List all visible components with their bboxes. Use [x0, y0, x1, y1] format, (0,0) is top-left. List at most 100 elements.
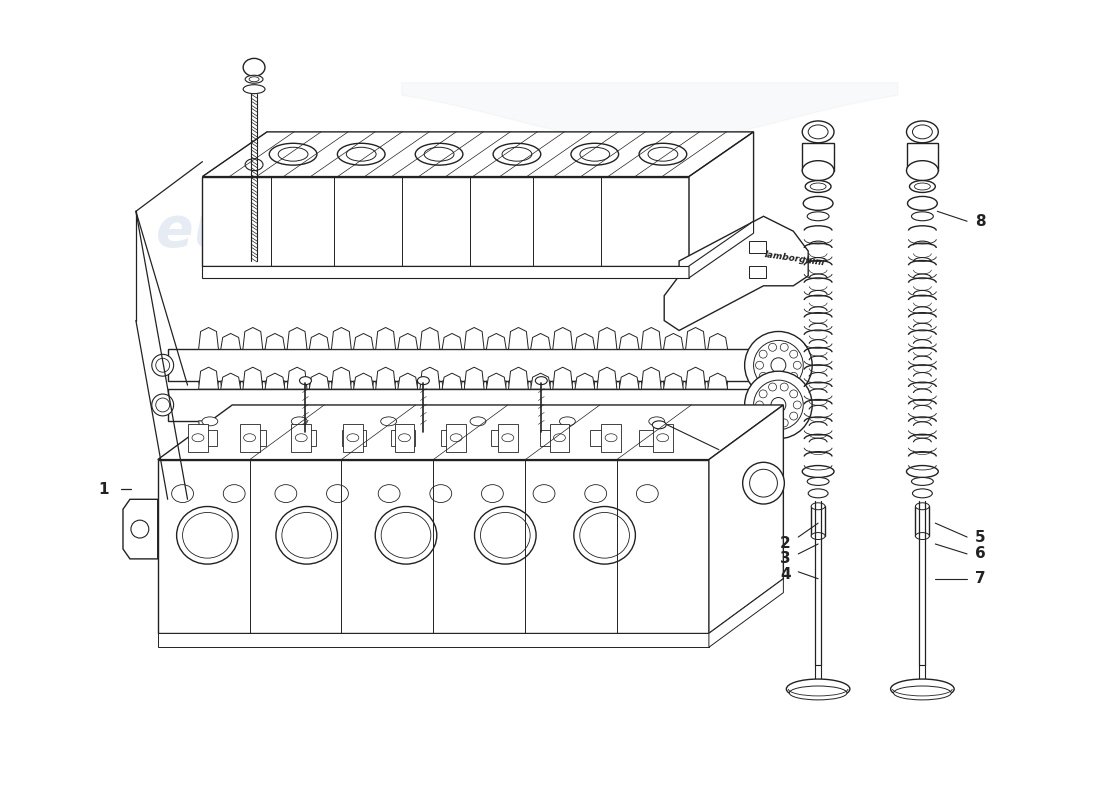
Polygon shape — [442, 381, 462, 403]
Polygon shape — [202, 266, 689, 278]
Polygon shape — [663, 334, 683, 350]
Ellipse shape — [649, 417, 664, 426]
Polygon shape — [376, 421, 396, 437]
Bar — [915, 506, 930, 536]
Ellipse shape — [295, 434, 307, 442]
Polygon shape — [508, 327, 528, 350]
Polygon shape — [287, 327, 307, 350]
Ellipse shape — [502, 147, 531, 161]
Ellipse shape — [245, 75, 263, 83]
Polygon shape — [597, 327, 617, 350]
Ellipse shape — [802, 466, 834, 478]
Bar — [920, 665, 925, 681]
Polygon shape — [530, 421, 550, 442]
Ellipse shape — [553, 434, 565, 442]
Bar — [749, 241, 767, 253]
Text: 3: 3 — [780, 551, 791, 566]
Polygon shape — [553, 367, 573, 389]
Text: eurospares: eurospares — [174, 545, 490, 593]
Ellipse shape — [417, 377, 429, 385]
Ellipse shape — [910, 181, 935, 193]
Ellipse shape — [381, 417, 397, 426]
Polygon shape — [376, 367, 396, 389]
Bar — [293, 430, 316, 446]
Text: 5: 5 — [975, 530, 986, 545]
Ellipse shape — [754, 341, 803, 390]
Ellipse shape — [912, 478, 933, 486]
Bar — [395, 424, 415, 452]
Polygon shape — [530, 381, 550, 403]
Bar — [811, 506, 825, 536]
Polygon shape — [287, 381, 307, 397]
Polygon shape — [420, 367, 440, 389]
Ellipse shape — [793, 362, 801, 370]
Ellipse shape — [807, 212, 829, 221]
Polygon shape — [309, 381, 329, 403]
Ellipse shape — [398, 434, 410, 442]
Ellipse shape — [908, 197, 937, 210]
Ellipse shape — [790, 372, 798, 380]
Ellipse shape — [786, 679, 850, 699]
Polygon shape — [420, 381, 440, 397]
Polygon shape — [265, 373, 285, 389]
Polygon shape — [331, 327, 351, 350]
Ellipse shape — [580, 513, 629, 558]
Ellipse shape — [346, 434, 359, 442]
Ellipse shape — [915, 502, 930, 510]
Polygon shape — [243, 367, 263, 389]
Polygon shape — [689, 132, 754, 266]
Polygon shape — [708, 578, 783, 647]
Ellipse shape — [585, 485, 606, 502]
Polygon shape — [597, 421, 617, 437]
Ellipse shape — [754, 380, 803, 430]
Polygon shape — [685, 367, 705, 389]
Ellipse shape — [278, 147, 308, 161]
Ellipse shape — [893, 686, 952, 700]
Ellipse shape — [807, 478, 829, 486]
Ellipse shape — [759, 372, 767, 380]
Ellipse shape — [769, 379, 777, 387]
Ellipse shape — [639, 143, 686, 165]
Polygon shape — [641, 367, 661, 389]
Bar — [243, 430, 266, 446]
Ellipse shape — [156, 398, 169, 412]
Ellipse shape — [648, 147, 678, 161]
Polygon shape — [486, 334, 506, 350]
Bar — [652, 424, 672, 452]
Text: 2: 2 — [780, 535, 791, 550]
Polygon shape — [287, 367, 307, 389]
Polygon shape — [685, 327, 705, 350]
Polygon shape — [708, 405, 783, 634]
Ellipse shape — [270, 143, 317, 165]
Bar — [392, 430, 415, 446]
Ellipse shape — [156, 358, 169, 372]
Polygon shape — [199, 381, 219, 397]
Ellipse shape — [177, 506, 239, 564]
Polygon shape — [619, 334, 639, 350]
Polygon shape — [243, 381, 263, 397]
Polygon shape — [707, 373, 727, 389]
Polygon shape — [464, 381, 484, 397]
Polygon shape — [376, 381, 396, 397]
Polygon shape — [157, 405, 783, 459]
Bar — [498, 424, 518, 452]
Bar — [447, 424, 466, 452]
Polygon shape — [309, 421, 329, 442]
Bar — [540, 430, 564, 446]
Ellipse shape — [780, 379, 789, 387]
Bar — [167, 350, 759, 381]
Polygon shape — [202, 177, 689, 266]
Ellipse shape — [808, 125, 828, 139]
Polygon shape — [685, 421, 705, 437]
Ellipse shape — [571, 143, 618, 165]
Ellipse shape — [292, 417, 307, 426]
Ellipse shape — [131, 520, 149, 538]
Polygon shape — [685, 381, 705, 397]
Ellipse shape — [502, 434, 514, 442]
Polygon shape — [442, 421, 462, 442]
Bar — [192, 430, 217, 446]
Bar — [240, 424, 260, 452]
Text: 1: 1 — [98, 482, 109, 497]
Ellipse shape — [375, 506, 437, 564]
Polygon shape — [707, 421, 727, 442]
